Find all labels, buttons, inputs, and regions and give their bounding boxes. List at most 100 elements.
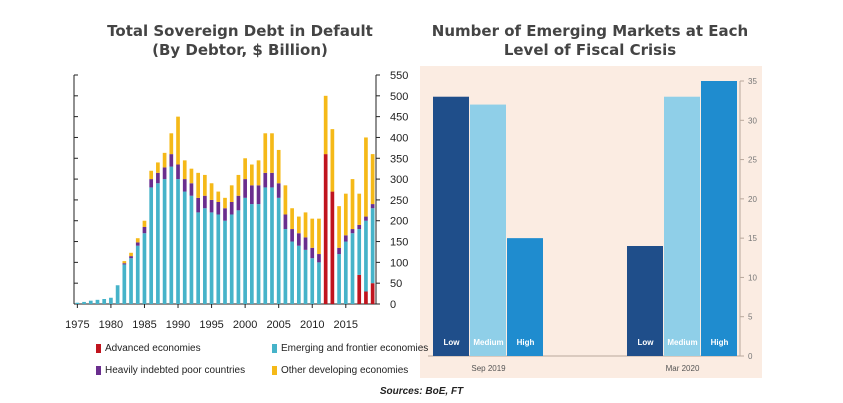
left-bar-segment xyxy=(283,214,288,230)
left-bar-segment xyxy=(296,216,301,234)
left-y-tick-label: 200 xyxy=(390,216,408,228)
left-bar-segment xyxy=(216,191,221,202)
right-bar-medium xyxy=(470,104,506,356)
left-bar-segment xyxy=(142,226,147,234)
right-bar-label: Low xyxy=(638,338,655,347)
right-chart-title-line1: Number of Emerging Markets at Each xyxy=(431,22,749,40)
left-bar-segment xyxy=(276,183,281,198)
right-category-label: Mar 2020 xyxy=(666,364,700,373)
left-bar-segment xyxy=(330,191,335,304)
left-bar-segment xyxy=(263,187,268,304)
left-bar-segment xyxy=(337,254,341,304)
legend-swatch-other xyxy=(272,366,277,375)
left-bar-segment xyxy=(169,154,174,167)
right-y-tick-label: 30 xyxy=(748,116,757,125)
left-bar-segment xyxy=(149,170,154,180)
left-bar-segment xyxy=(203,174,207,196)
legend-emerging: Emerging and frontier economies xyxy=(272,343,428,354)
left-bar-segment xyxy=(149,179,154,188)
left-bar-segment xyxy=(337,206,341,248)
left-bar-segment xyxy=(317,262,321,304)
left-bar-segment xyxy=(243,158,247,180)
right-chart-title: Number of Emerging Markets at Each Level… xyxy=(420,22,760,60)
left-bar-segment xyxy=(115,285,120,304)
left-bar-segment xyxy=(343,241,348,304)
left-y-tick-label: 500 xyxy=(390,91,408,103)
left-bar-segment xyxy=(350,229,355,234)
left-bar-segment xyxy=(236,210,241,304)
left-bar-segment xyxy=(303,237,308,250)
left-bar-segment xyxy=(323,154,328,304)
right-bar-high xyxy=(507,238,543,356)
left-bar-segment xyxy=(189,195,194,304)
left-bar-segment xyxy=(283,185,288,215)
right-bar-label: Medium xyxy=(667,338,697,347)
left-bar-segment xyxy=(196,172,201,198)
left-bar-segment xyxy=(303,249,308,304)
left-y-tick-label: 100 xyxy=(390,257,408,269)
left-y-tick-label: 550 xyxy=(390,70,408,82)
left-bar-segment xyxy=(122,261,127,264)
left-bar-segment xyxy=(169,133,174,155)
left-bar-segment xyxy=(370,208,375,284)
left-bar-segment xyxy=(310,258,315,304)
left-x-tick-label: 1995 xyxy=(199,319,223,331)
right-bar-label: Medium xyxy=(473,338,503,347)
left-x-tick-label: 1990 xyxy=(166,319,190,331)
left-y-tick-label: 250 xyxy=(390,195,408,207)
left-bar-segment xyxy=(290,241,294,304)
left-bar-segment xyxy=(176,164,180,180)
left-bar-segment xyxy=(102,299,107,304)
left-bar-segment xyxy=(317,254,321,263)
left-chart-title-line2: (By Debtor, $ Billion) xyxy=(152,41,328,59)
left-bar-segment xyxy=(270,133,274,173)
left-bar-segment xyxy=(135,245,140,304)
legend-swatch-hipc xyxy=(96,366,101,375)
left-bar-segment xyxy=(276,197,281,304)
left-x-tick-label: 1975 xyxy=(65,319,89,331)
right-y-tick-label: 5 xyxy=(748,313,753,322)
left-bar-segment xyxy=(243,197,247,304)
left-bar-segment xyxy=(209,183,214,200)
right-y-tick-label: 0 xyxy=(748,352,753,361)
left-bar-segment xyxy=(270,172,274,188)
left-bar-segment xyxy=(216,214,221,304)
left-bar-segment xyxy=(156,162,160,173)
right-chart-title-line2: Level of Fiscal Crisis xyxy=(503,41,677,59)
left-bar-segment xyxy=(249,204,254,304)
left-bar-segment xyxy=(162,167,167,180)
right-y-tick-label: 20 xyxy=(748,195,757,204)
right-bar-label: Low xyxy=(444,338,461,347)
left-y-tick-label: 450 xyxy=(390,112,408,124)
left-y-tick-label: 400 xyxy=(390,132,408,144)
left-y-tick-label: 300 xyxy=(390,174,408,186)
left-x-tick-label: 2015 xyxy=(334,319,358,331)
left-bar-segment xyxy=(364,220,368,292)
left-bar-segment xyxy=(122,264,127,304)
left-bar-segment xyxy=(256,185,261,205)
left-bar-segment xyxy=(223,197,227,209)
left-bar-segment xyxy=(82,301,86,304)
left-bar-segment xyxy=(337,247,341,255)
left-bar-segment xyxy=(256,160,261,186)
left-bar-segment xyxy=(176,116,180,165)
left-x-tick-label: 2000 xyxy=(233,319,257,331)
left-bar-segment xyxy=(236,195,241,211)
left-bar-segment xyxy=(88,300,93,304)
left-y-tick-label: 350 xyxy=(390,153,408,165)
left-bar-segment xyxy=(223,220,227,304)
left-bar-segment xyxy=(109,297,113,304)
right-bar-low xyxy=(627,246,663,356)
left-bar-segment xyxy=(236,174,241,196)
left-y-tick-label: 0 xyxy=(390,299,396,311)
left-bar-segment xyxy=(95,299,100,304)
left-bar-segment xyxy=(276,149,281,184)
left-bar-segment xyxy=(364,216,368,221)
left-bar-segment xyxy=(256,204,261,304)
legend-label-other: Other developing economies xyxy=(281,365,409,376)
left-bar-segment xyxy=(317,218,321,255)
left-bar-segment xyxy=(330,129,335,192)
right-y-tick-label: 10 xyxy=(748,273,757,282)
